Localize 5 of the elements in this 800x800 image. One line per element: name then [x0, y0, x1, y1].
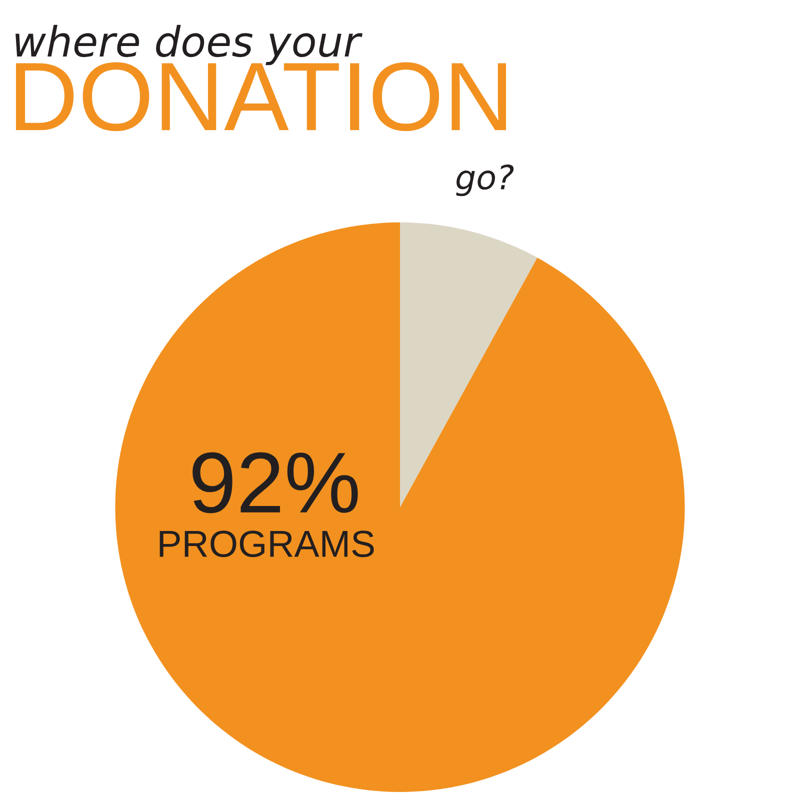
text: go?: [456, 164, 514, 196]
pie-slice: [400, 222, 538, 508]
slice-label: PROGRAMS: [160, 530, 374, 558]
pie-slice: [115, 222, 685, 792]
data-label: 92%: [192, 452, 358, 514]
